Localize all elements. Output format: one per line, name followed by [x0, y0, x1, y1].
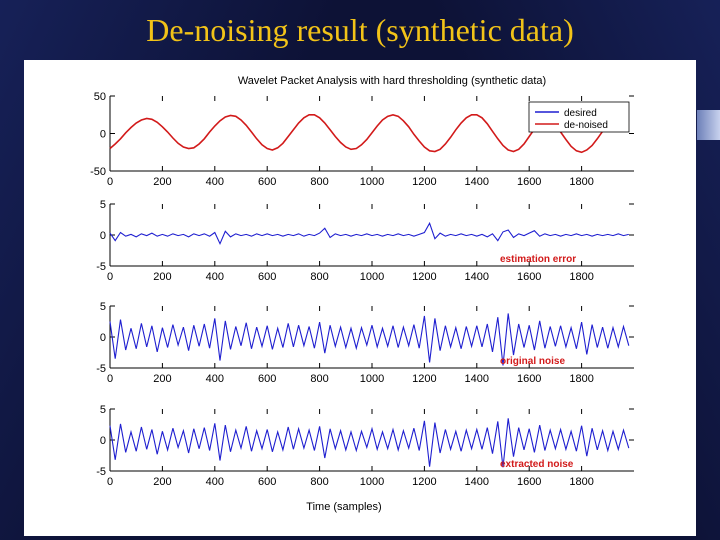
panel-1-xtick-label: 1400	[465, 271, 489, 283]
panel-3-xtick-label: 0	[107, 476, 113, 488]
panel-3-xtick-label: 600	[258, 476, 276, 488]
panel-label-original-noise: original noise	[500, 356, 565, 367]
panel-1-xtick-label: 0	[107, 271, 113, 283]
panel-2-xtick-label: 200	[153, 373, 171, 385]
panel-0-xtick-label: 1200	[412, 176, 436, 188]
panel-0-xtick-label: 600	[258, 176, 276, 188]
panel-3-xtick-label: 200	[153, 476, 171, 488]
panel-3-ytick-label: 0	[100, 435, 106, 447]
panel-1-xtick-label: 400	[206, 271, 224, 283]
chart-svg: Wavelet Packet Analysis with hard thresh…	[90, 75, 634, 513]
panel-2-ytick-label: 0	[100, 332, 106, 344]
series-extracted-noise	[109, 418, 630, 468]
panel-1-xtick-label: 1800	[569, 271, 593, 283]
panel-2-xtick-label: 1600	[517, 373, 541, 385]
panel-0-xtick-label: 200	[153, 176, 171, 188]
panel-0-xtick-label: 0	[107, 176, 113, 188]
slide-title: De-noising result (synthetic data)	[146, 12, 574, 48]
x-axis-label: Time (samples)	[306, 501, 381, 513]
panel-1-ytick-label: 5	[100, 199, 106, 211]
slide-edge-decoration	[697, 110, 720, 140]
panel-1-xtick-label: 1000	[360, 271, 384, 283]
panel-1-xtick-label: 200	[153, 271, 171, 283]
panel-0-xtick-label: 400	[206, 176, 224, 188]
panel-3-ytick-label: -5	[96, 466, 106, 478]
panel-0-ytick-label: -50	[90, 166, 106, 178]
panel-label-estimation-error: estimation error	[500, 254, 576, 265]
legend-label-desired: desired	[564, 108, 597, 119]
panel-2-xtick-label: 1000	[360, 373, 384, 385]
panel-label-extracted-noise: extracted noise	[500, 459, 574, 470]
panel-2-ytick-label: -5	[96, 363, 106, 375]
panel-1-xtick-label: 1600	[517, 271, 541, 283]
series-estimation-error	[109, 221, 629, 246]
panel-1-ytick-label: 0	[100, 230, 106, 242]
panel-0-ytick-label: 50	[94, 91, 106, 103]
panel-3-xtick-label: 1600	[517, 476, 541, 488]
panel-2-xtick-label: 400	[206, 373, 224, 385]
panel-2-xtick-label: 1400	[465, 373, 489, 385]
panel-3-xtick-label: 1400	[465, 476, 489, 488]
panel-3-xtick-label: 1200	[412, 476, 436, 488]
panel-2-xtick-label: 1800	[569, 373, 593, 385]
chart-title: Wavelet Packet Analysis with hard thresh…	[238, 75, 546, 87]
panel-1-ytick-label: -5	[96, 261, 106, 273]
panel-3-xtick-label: 400	[206, 476, 224, 488]
panel-1-xtick-label: 600	[258, 271, 276, 283]
panel-2-xtick-label: 600	[258, 373, 276, 385]
panel-1-xtick-label: 800	[310, 271, 328, 283]
panel-0-xtick-label: 1800	[569, 176, 593, 188]
panel-3-ytick-label: 5	[100, 404, 106, 416]
panel-0-xtick-label: 800	[310, 176, 328, 188]
chart-figure: Wavelet Packet Analysis with hard thresh…	[24, 60, 696, 536]
panel-2-xtick-label: 800	[310, 373, 328, 385]
panel-2-ytick-label: 5	[100, 301, 106, 313]
panel-0-xtick-label: 1400	[465, 176, 489, 188]
panel-2-xtick-label: 0	[107, 373, 113, 385]
legend-box	[528, 101, 630, 133]
panel-3-xtick-label: 1000	[360, 476, 384, 488]
panel-0-ytick-label: 0	[100, 129, 106, 141]
panel-2-xtick-label: 1200	[412, 373, 436, 385]
panel-3-xtick-label: 800	[310, 476, 328, 488]
panel-0-xtick-label: 1000	[360, 176, 384, 188]
series-original-noise	[109, 313, 630, 366]
panel-1-xtick-label: 1200	[412, 271, 436, 283]
legend-label-de-noised: de-noised	[564, 120, 608, 131]
panel-0-xtick-label: 1600	[517, 176, 541, 188]
panel-3-xtick-label: 1800	[569, 476, 593, 488]
